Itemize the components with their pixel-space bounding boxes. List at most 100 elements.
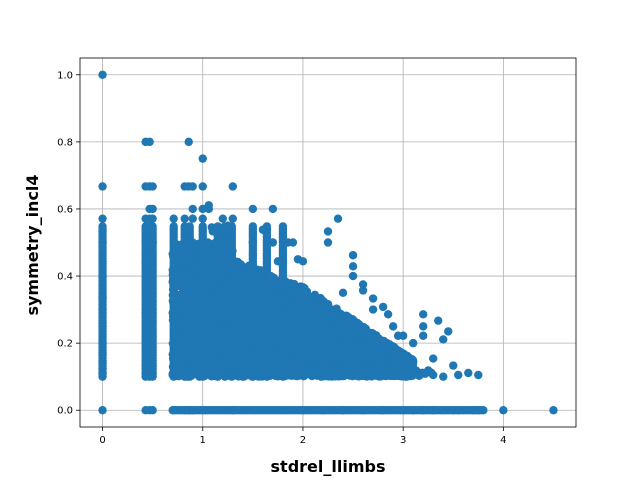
data-point xyxy=(255,339,265,348)
data-point xyxy=(176,347,186,356)
data-point xyxy=(232,334,242,343)
data-point xyxy=(333,357,342,366)
data-point xyxy=(266,331,276,340)
data-point xyxy=(195,352,205,361)
data-point xyxy=(238,350,248,359)
data-point xyxy=(384,345,393,354)
data-point xyxy=(272,309,282,318)
data-point xyxy=(172,292,182,301)
data-point xyxy=(308,340,318,350)
data-point xyxy=(300,354,309,363)
data-point xyxy=(191,324,201,333)
data-point xyxy=(148,222,157,231)
data-point xyxy=(323,352,332,361)
data-point xyxy=(322,323,331,333)
data-point xyxy=(254,270,263,280)
data-point xyxy=(205,260,214,270)
data-point xyxy=(190,286,199,295)
data-point xyxy=(185,222,194,231)
data-points xyxy=(98,70,558,415)
data-point xyxy=(198,251,208,260)
data-point xyxy=(347,335,357,344)
data-point xyxy=(201,290,210,299)
data-point xyxy=(249,314,259,324)
data-point xyxy=(183,302,193,312)
data-point xyxy=(372,340,382,349)
data-point xyxy=(294,299,303,308)
data-point xyxy=(246,294,256,304)
data-point xyxy=(281,277,290,286)
data-point xyxy=(269,302,278,311)
data-point xyxy=(306,322,316,331)
data-point xyxy=(304,301,314,310)
data-point xyxy=(169,222,178,231)
data-point xyxy=(289,325,298,334)
data-point xyxy=(202,313,212,322)
data-point xyxy=(245,329,255,339)
data-point xyxy=(196,334,206,343)
data-point xyxy=(310,312,320,322)
data-point xyxy=(175,318,184,328)
data-point xyxy=(261,295,271,305)
data-point xyxy=(330,349,339,358)
data-point xyxy=(309,355,318,365)
data-point xyxy=(265,279,275,288)
data-point xyxy=(346,316,356,325)
data-point xyxy=(170,312,179,322)
data-point xyxy=(182,339,191,349)
data-point xyxy=(358,343,368,352)
data-point xyxy=(340,330,350,340)
data-point xyxy=(329,331,339,341)
data-point xyxy=(283,291,292,300)
data-point xyxy=(187,251,196,261)
data-point xyxy=(219,345,228,354)
data-point xyxy=(266,272,276,281)
data-point xyxy=(247,302,256,311)
data-point xyxy=(184,312,193,322)
data-point xyxy=(230,295,239,304)
data-point xyxy=(220,336,229,345)
data-point xyxy=(236,290,245,300)
data-point xyxy=(244,279,254,288)
data-point xyxy=(204,323,214,333)
data-point xyxy=(218,256,228,266)
data-point xyxy=(353,324,362,334)
data-point xyxy=(226,309,235,319)
data-point xyxy=(240,342,250,352)
data-point xyxy=(353,349,362,359)
data-point xyxy=(230,347,239,357)
data-point xyxy=(98,222,107,231)
data-point xyxy=(314,347,324,357)
data-point xyxy=(216,271,226,280)
data-point xyxy=(248,222,258,231)
data-point xyxy=(171,270,181,280)
data-point xyxy=(199,346,208,355)
data-point xyxy=(199,266,208,276)
data-point xyxy=(233,266,243,276)
data-point xyxy=(345,354,354,364)
data-point xyxy=(214,297,224,307)
data-point xyxy=(275,291,285,301)
data-point xyxy=(210,265,220,274)
data-point xyxy=(265,318,274,327)
data-point xyxy=(289,345,298,355)
data-point xyxy=(363,354,373,364)
data-point xyxy=(210,275,220,285)
data-point xyxy=(236,260,245,269)
data-point xyxy=(246,266,255,276)
data-point xyxy=(236,309,245,318)
data-point xyxy=(240,316,249,325)
data-point xyxy=(172,262,181,271)
data-point xyxy=(314,301,324,310)
data-point xyxy=(392,356,401,366)
data-point xyxy=(220,278,230,287)
data-point xyxy=(179,272,188,282)
data-point xyxy=(275,353,284,363)
data-point xyxy=(184,319,193,329)
data-point xyxy=(184,326,193,335)
data-point xyxy=(284,359,294,369)
data-point xyxy=(297,330,306,339)
data-point xyxy=(258,350,268,359)
data-point xyxy=(301,346,311,356)
